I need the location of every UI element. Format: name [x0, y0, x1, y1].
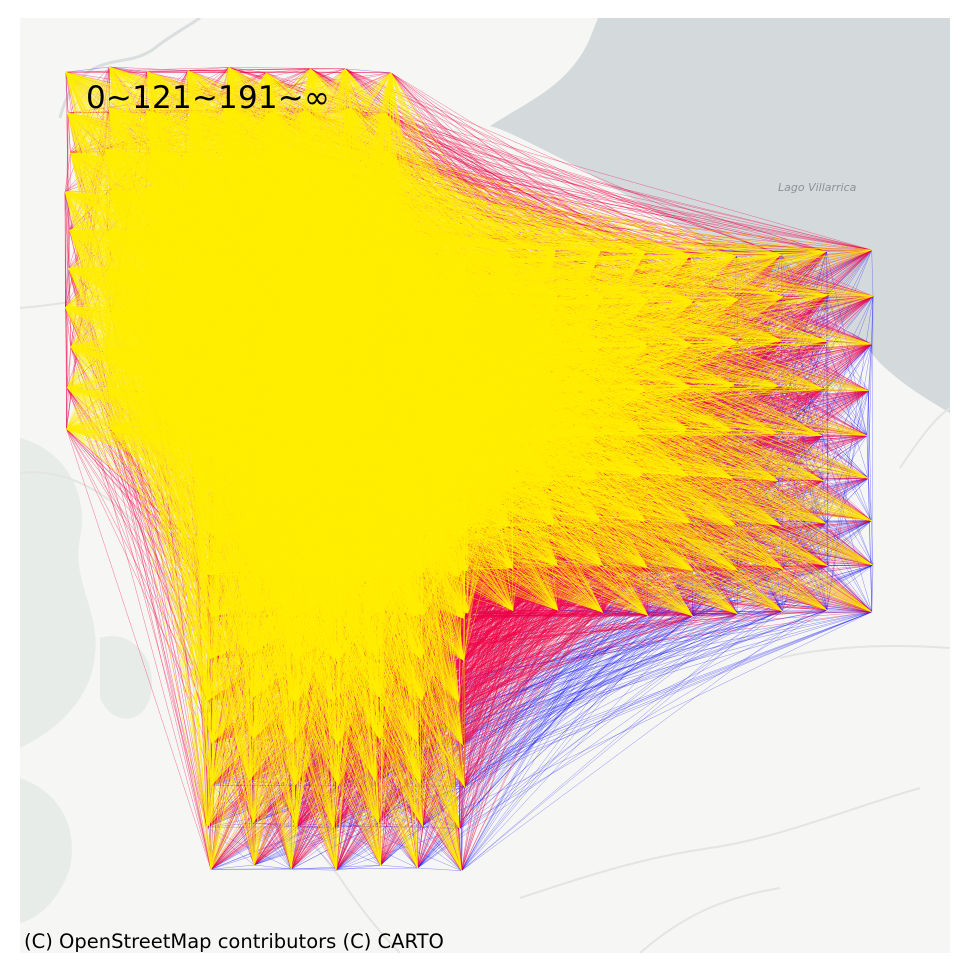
edges-bin-0-121 — [64, 66, 874, 871]
distance-bins-label: 0~121~191~∞ — [86, 80, 331, 116]
vegetation-areas — [20, 438, 152, 923]
map-canvas[interactable]: Lago Villarrica — [20, 18, 950, 953]
map-attribution: (C) OpenStreetMap contributors (C) CARTO — [24, 930, 444, 953]
edge-paths-yellow — [64, 66, 874, 871]
lake-water — [490, 18, 950, 413]
map-view[interactable]: Lago Villarrica 0~121~191~∞ — [20, 18, 950, 953]
lake-label: Lago Villarrica — [778, 181, 857, 194]
